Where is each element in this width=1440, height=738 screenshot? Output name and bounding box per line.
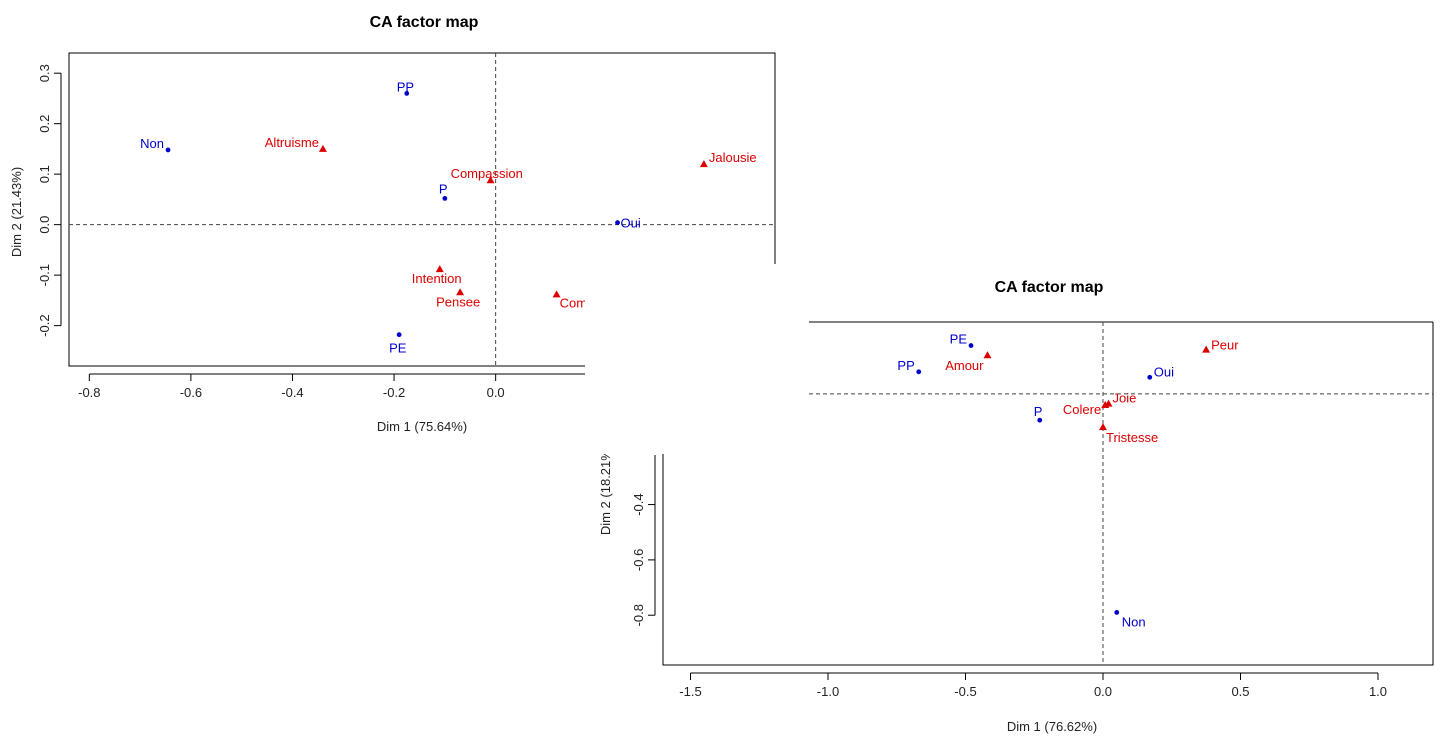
chart-1-y-tick-label: 0.0 — [37, 216, 52, 234]
chart-1-label-intention: Intention — [412, 271, 462, 286]
chart-1-x-tick-label: -0.8 — [78, 385, 100, 400]
chart-2-title: CA factor map — [995, 279, 1104, 296]
chart-2-point-pp — [916, 369, 922, 375]
chart-2-x-tick-label: 1.0 — [1369, 684, 1387, 699]
chart-1-label-pensee: Pensee — [436, 294, 480, 309]
chart-1-point-comprehension — [552, 290, 561, 298]
chart-2-label-peur: Peur — [1211, 338, 1239, 353]
chart-2-y-tick-label: -0.8 — [631, 604, 646, 626]
chart-2-label-oui: Oui — [1154, 364, 1174, 379]
chart-2-x-ticks: -1.5 -1.0 -0.5 0.0 0.5 1.0 — [679, 672, 1387, 699]
chart-1-point-oui — [615, 220, 620, 226]
chart-1-label-pp: PP — [397, 79, 414, 94]
chart-1-title: CA factor map — [370, 14, 479, 31]
chart-2-y-tick-label: -0.6 — [631, 549, 646, 571]
chart-2-reference-lines-top — [809, 322, 1433, 665]
chart-1-plot-box — [68, 52, 776, 367]
chart-1-point-compassion — [486, 176, 495, 184]
chart-1-x-axis-label: Dim 1 (75.64%) — [377, 419, 467, 434]
chart-2-label-tristesse: Tristesse — [1106, 430, 1158, 445]
chart-1-point-non — [165, 147, 171, 153]
chart-2-label-pe: PE — [950, 332, 968, 347]
chart-1-y-axis-label: Dim 2 (21.43%) — [9, 167, 24, 257]
chart-2-label-joie: Joie — [1113, 391, 1137, 406]
chart-1-point-p — [442, 195, 448, 201]
overlap-mask-top — [585, 264, 1440, 322]
chart-1-label-p: P — [439, 181, 448, 196]
chart-1-label-altruisme: Altruisme — [265, 135, 319, 150]
chart-2-x-tick-label: -1.5 — [679, 684, 701, 699]
chart-1-point-pensee — [456, 288, 465, 296]
chart-1-y-tick-label: 0.1 — [37, 165, 52, 183]
chart-1-label-compassion: Compassion — [451, 166, 523, 181]
chart-2-label-p: P — [1034, 404, 1043, 419]
chart-1-y-tick-label: 0.2 — [37, 115, 52, 133]
chart-2-point-colere — [1101, 400, 1110, 408]
chart-1-y-tick-label: 0.3 — [37, 64, 52, 82]
chart-1-label-oui: Oui — [621, 216, 641, 231]
chart-2-point-p — [1037, 417, 1043, 423]
chart-2-point-amour — [983, 351, 992, 359]
chart-1-x-tick-label: -0.2 — [383, 385, 405, 400]
chart-2-y-axis-label: Dim 2 (18.21%) — [598, 445, 613, 535]
chart-1-x-tick-label: -0.4 — [281, 385, 303, 400]
chart-2-point-tristesse — [1099, 423, 1107, 431]
chart-2-x-axis-label: Dim 1 (76.62%) — [1007, 719, 1097, 734]
chart-1-y-tick-label: -0.2 — [37, 314, 52, 336]
chart-2-label-amour: Amour — [945, 358, 984, 373]
chart-2-label-colere: Colere — [1063, 402, 1101, 417]
chart-1-label-pe: PE — [389, 341, 407, 356]
chart-1-label-non: Non — [140, 136, 164, 151]
chart-2-points: PE PP Oui P Non Amour Peur Joie Colere Tristesse — [897, 332, 1239, 630]
chart-2-x-tick-label: 0.5 — [1231, 684, 1249, 699]
chart-1-x-tick-label: -0.6 — [180, 385, 202, 400]
chart-1-point-jalousie — [699, 160, 708, 168]
chart-1-point-altruisme — [318, 144, 327, 152]
chart-1-point-intention — [435, 265, 444, 273]
chart-2-x-tick-label: -1.0 — [817, 684, 839, 699]
chart-2-y-tick-label: -0.4 — [631, 493, 646, 515]
chart-2-point-non — [1114, 610, 1120, 615]
chart-2-point-pe — [968, 343, 974, 348]
chart-2-point-peur — [1202, 345, 1211, 353]
chart-1-x-tick-label: 0.0 — [487, 385, 505, 400]
chart-2-point-oui — [1147, 374, 1153, 380]
chart-2-x-tick-label: -0.5 — [954, 684, 976, 699]
chart-2-x-tick-label: 0.0 — [1094, 684, 1112, 699]
chart-1-point-pp — [404, 90, 410, 96]
chart-1-y-ticks: -0.2 -0.1 0.0 0.1 0.2 0.3 — [37, 64, 62, 337]
chart-1-point-pe — [396, 332, 402, 338]
chart-2: -1.5 -1.0 -0.5 0.0 0.5 1.0 -0.8 -0.6 -0.4 Dim 1… — [585, 264, 1440, 734]
chart-1-label-jalousie: Jalousie — [709, 150, 757, 165]
chart-1-reference-lines — [69, 53, 775, 366]
chart-2-y-ticks: -0.8 -0.6 -0.4 — [631, 455, 656, 626]
chart-2-label-pp: PP — [897, 358, 914, 373]
chart-2-label-non: Non — [1122, 614, 1146, 629]
chart-1-y-tick-label: -0.1 — [37, 264, 52, 286]
